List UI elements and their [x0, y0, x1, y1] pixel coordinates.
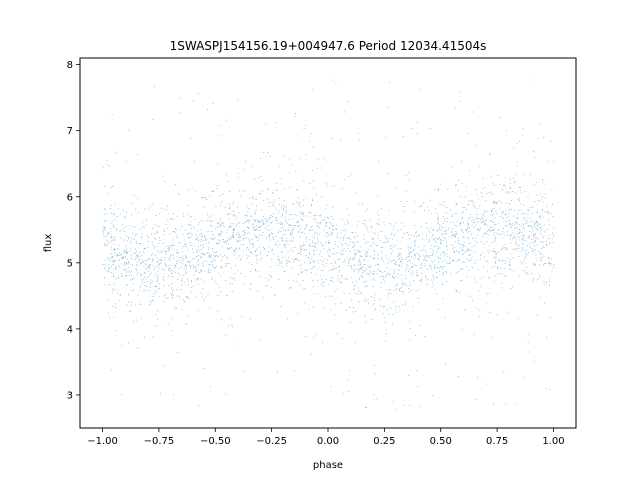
x-tick-label: 0.75 — [486, 436, 508, 447]
y-tick-label: 6 — [67, 192, 73, 203]
y-tick-label: 4 — [67, 324, 73, 335]
x-tick-label: 1.00 — [542, 436, 564, 447]
x-tick-label: 0.25 — [373, 436, 395, 447]
x-tick-label: −0.25 — [256, 436, 287, 447]
x-axis: −1.00 −0.75 −0.50 −0.25 0.00 0.25 0.50 0.75 1.00 — [87, 428, 565, 447]
y-axis: 3 4 5 6 7 8 — [67, 60, 80, 401]
y-tick-label: 5 — [67, 258, 73, 269]
y-tick-label: 7 — [67, 126, 73, 137]
x-tick-label: 0.00 — [317, 436, 339, 447]
x-axis-label: phase — [313, 460, 343, 471]
x-tick-label: 0.50 — [430, 436, 452, 447]
chart-title: 1SWASPJ154156.19+004947.6 Period 12034.4… — [170, 39, 487, 53]
x-tick-label: −0.50 — [200, 436, 231, 447]
y-tick-label: 3 — [67, 390, 73, 401]
x-tick-label: −1.00 — [87, 436, 118, 447]
y-axis-label: flux — [43, 234, 54, 253]
x-tick-label: −0.75 — [144, 436, 175, 447]
flux-points — [102, 79, 555, 410]
data-points — [102, 79, 555, 410]
y-tick-label: 8 — [67, 60, 73, 71]
